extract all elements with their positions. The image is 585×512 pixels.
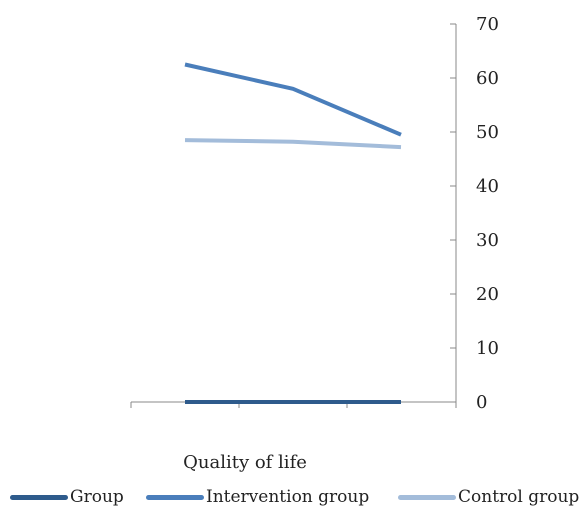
y-tick-label-50: 50 — [476, 122, 499, 143]
legend-label-group: Group — [70, 487, 124, 507]
y-tick-label-0: 0 — [476, 392, 487, 413]
y-tick-label-70: 70 — [476, 14, 499, 35]
legend-swatch-control — [398, 494, 456, 500]
legend-label-intervention: Intervention group — [206, 487, 370, 507]
y-tick-label-30: 30 — [476, 230, 499, 251]
legend-label-control: Control group — [458, 487, 580, 507]
legend-item-group: Group — [10, 487, 124, 507]
y-tick-label-10: 10 — [476, 338, 499, 359]
y-tick-label-60: 60 — [476, 68, 499, 89]
legend-swatch-intervention — [146, 494, 204, 500]
chart-axes — [130, 23, 457, 408]
legend-swatch-group — [10, 494, 68, 500]
series-line-1 — [184, 62, 402, 137]
legend-item-control: Control group — [398, 487, 579, 507]
y-tick-labels: 0 10 20 30 40 50 60 70 — [476, 14, 499, 413]
series-line-2 — [184, 138, 402, 150]
x-axis-label: Quality of life — [183, 452, 307, 473]
chart-legend: Group Intervention group Control group — [0, 487, 585, 511]
chart-series — [184, 62, 402, 404]
y-tick-label-40: 40 — [476, 176, 499, 197]
legend-item-intervention: Intervention group — [146, 487, 369, 507]
y-tick-label-20: 20 — [476, 284, 499, 305]
